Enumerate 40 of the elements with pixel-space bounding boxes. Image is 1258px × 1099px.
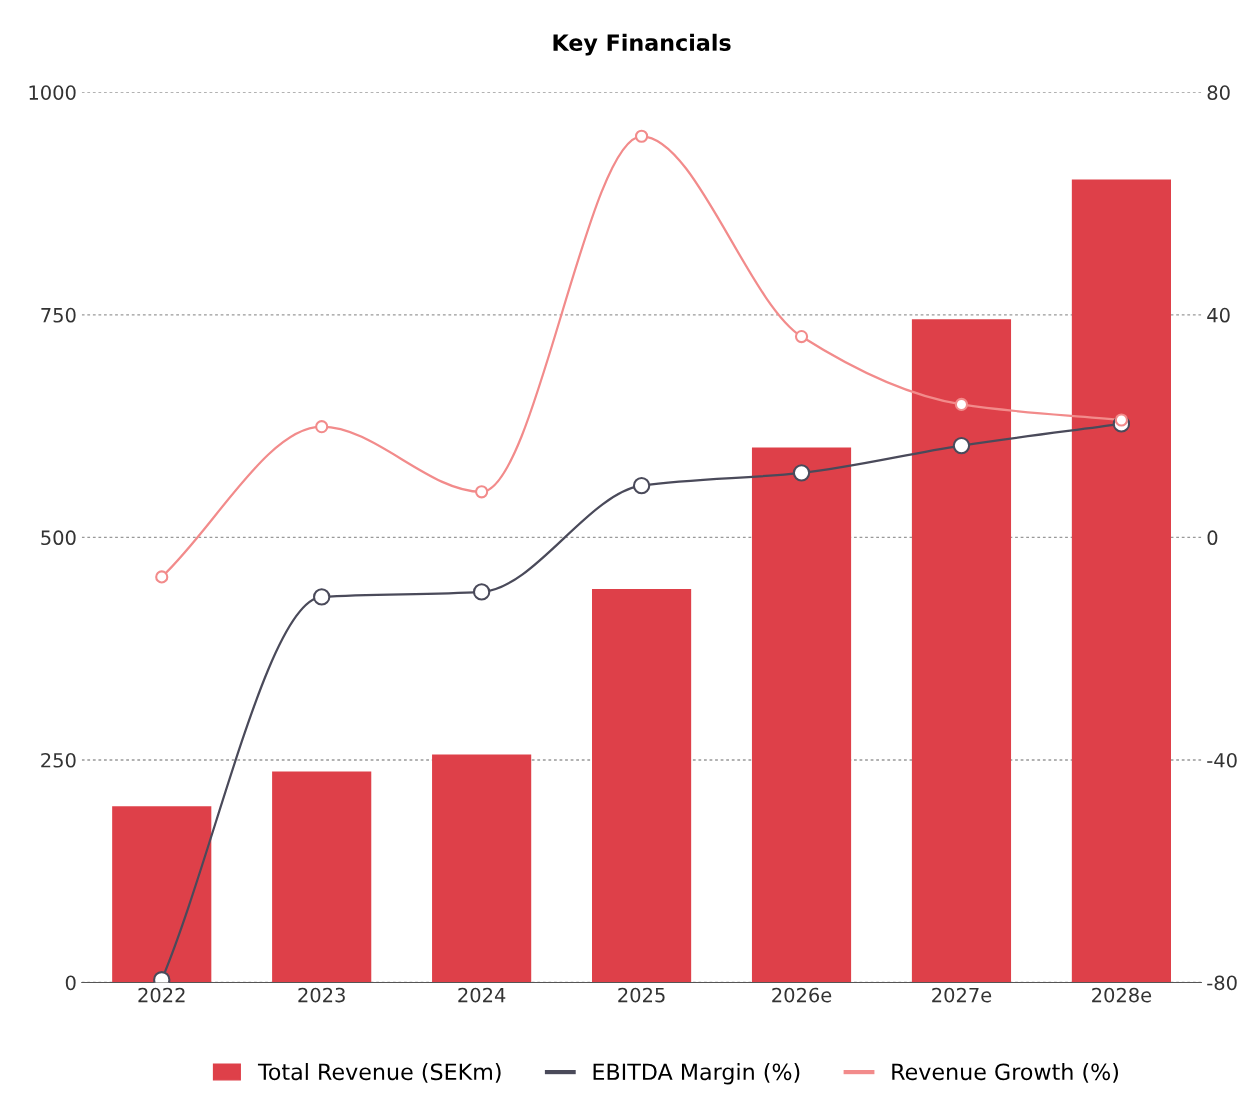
- x-tick-label: 2028e: [1092, 987, 1152, 1003]
- point: [475, 485, 489, 499]
- point: [792, 464, 811, 482]
- y2-tick-label: 80: [1207, 85, 1230, 100]
- point: [472, 583, 491, 601]
- point: [632, 476, 651, 495]
- point: [634, 129, 649, 143]
- bar: [592, 589, 692, 983]
- bar: [272, 771, 372, 983]
- point: [954, 397, 969, 412]
- x-tick-label: 2027e: [932, 987, 992, 1003]
- y2-tick-label: 40: [1207, 307, 1230, 323]
- y-tick-label: 1000: [29, 85, 76, 100]
- y2-tick-label: 0: [1207, 530, 1218, 546]
- point: [155, 570, 169, 584]
- x-tick-label: 2026e: [772, 987, 832, 1003]
- point: [1114, 413, 1129, 427]
- x-tick-label: 2025: [618, 987, 665, 1003]
- y-tick-label: 250: [41, 752, 76, 768]
- legend-label: Revenue Growth (%): [892, 1062, 1118, 1083]
- point: [315, 420, 329, 434]
- y-tick-label: 750: [41, 307, 76, 323]
- y-tick-label: 500: [41, 530, 76, 546]
- point: [952, 436, 971, 455]
- x-tick-label: 2022: [138, 987, 185, 1003]
- bar: [751, 447, 852, 983]
- bar: [432, 754, 532, 983]
- bar: [911, 319, 1012, 983]
- legend-label: Total Revenue (SEKm): [257, 1062, 501, 1083]
- point: [794, 329, 809, 344]
- x-tick-label: 2024: [458, 987, 506, 1003]
- bar: [1071, 179, 1171, 983]
- y2-tick-label: -40: [1207, 752, 1237, 768]
- chart-title: Key Financials: [553, 33, 731, 56]
- legend-label: EBITDA Margin (%): [593, 1062, 800, 1085]
- point: [313, 588, 331, 606]
- y-tick-label: 0: [65, 975, 76, 991]
- x-tick-label: 2023: [298, 987, 345, 1003]
- bar: [112, 806, 212, 983]
- y2-tick-label: -80: [1207, 975, 1237, 991]
